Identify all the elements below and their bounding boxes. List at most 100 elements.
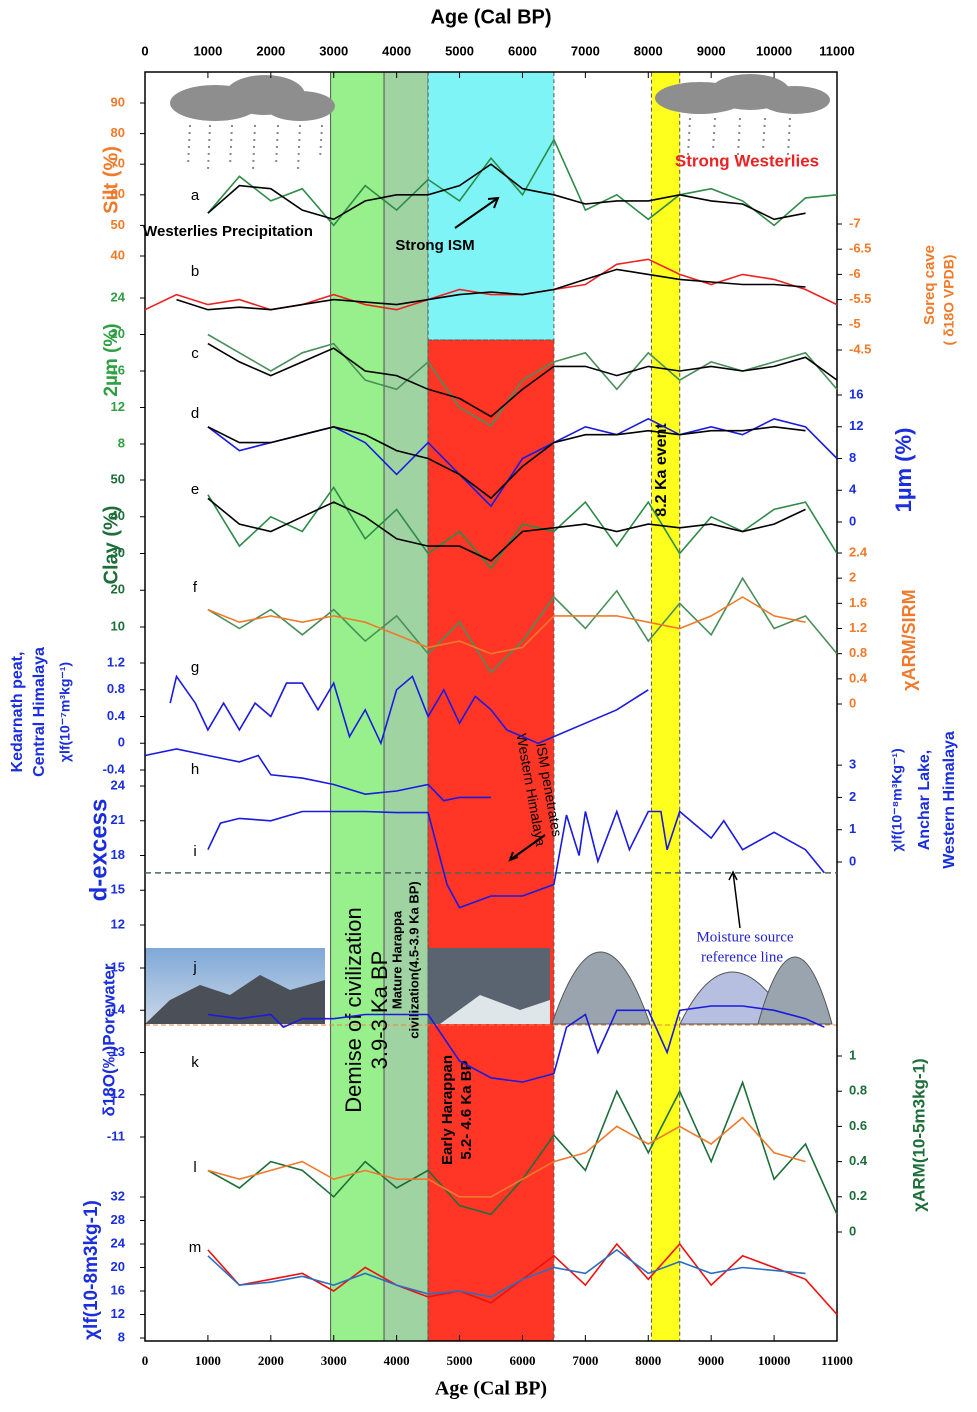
y-tick-label: -13 xyxy=(106,1044,125,1059)
series-line xyxy=(207,1116,806,1198)
y-axis-title: χARM(10-5m3kg-1) xyxy=(909,1058,928,1211)
y-tick-label: 1 xyxy=(849,1047,856,1062)
x-tick-label-top: 11000 xyxy=(819,43,854,58)
band-label: 5.2- 4.6 Ka BP xyxy=(458,1060,475,1159)
rain xyxy=(187,117,791,171)
y-tick-label: 3 xyxy=(849,757,856,772)
y-tick-label: 2.4 xyxy=(849,544,868,559)
panel-letter: g xyxy=(191,659,199,676)
y-tick-label: 18 xyxy=(111,847,125,862)
series-line xyxy=(207,809,826,909)
y-tick-label: 4 xyxy=(849,482,857,497)
y-tick-label: 24 xyxy=(111,777,126,792)
panel-letter: j xyxy=(192,959,196,976)
x-tick-label: 0 xyxy=(142,1353,149,1368)
y-tick-label: 40 xyxy=(111,508,125,523)
panel-letter: i xyxy=(193,843,196,860)
x-tick-label-top: 2000 xyxy=(256,43,285,58)
y-tick-label: 1 xyxy=(849,821,856,836)
x-tick-label-top: 8000 xyxy=(634,43,663,58)
x-tick-label: 2000 xyxy=(258,1353,284,1368)
y-tick-label: 2 xyxy=(849,789,856,804)
x-tick-label: 6000 xyxy=(509,1353,535,1368)
annotation: Strong ISM xyxy=(395,237,474,254)
y-tick-label: 0.8 xyxy=(849,1083,867,1098)
y-tick-label: 0.6 xyxy=(849,1118,867,1133)
y-tick-label: 0.4 xyxy=(107,708,126,723)
y-tick-label: -7 xyxy=(849,215,861,230)
y-tick-label: 16 xyxy=(111,1282,125,1297)
y-axis-title: Anchar Lake, xyxy=(916,750,933,850)
x-tick-label-top: 10000 xyxy=(756,43,792,58)
y-tick-label: 0 xyxy=(849,1223,856,1238)
series-line xyxy=(207,1248,806,1298)
y-tick-label: 12 xyxy=(111,399,125,414)
y-tick-label: 80 xyxy=(111,125,125,140)
y-axis-title: Clay (%) xyxy=(100,506,122,585)
y-tick-label: 50 xyxy=(111,471,125,486)
y-axis-title: χlf(10⁻⁷m³kg⁻¹) xyxy=(57,662,73,762)
y-axis-title: 2µm (%) xyxy=(101,323,122,396)
x-tick-label-top: 1000 xyxy=(193,43,222,58)
panel-letter: a xyxy=(191,187,200,204)
series-line xyxy=(207,1005,825,1083)
y-axis-title: Western Himalaya xyxy=(941,731,958,869)
x-tick-label-top: 7000 xyxy=(571,43,600,58)
x-tick-label: 10000 xyxy=(758,1353,791,1368)
y-tick-label: 20 xyxy=(111,582,125,597)
y-tick-label: -0.4 xyxy=(103,761,126,776)
x-tick-label-top: 9000 xyxy=(697,43,726,58)
panel-letter: f xyxy=(193,579,198,596)
y-tick-label: 0.2 xyxy=(849,1188,867,1203)
y-tick-label: -12 xyxy=(106,1086,125,1101)
y-tick-label: 0 xyxy=(118,735,125,750)
y-axis-title: 1µm (%) xyxy=(891,428,916,513)
y-tick-label: 15 xyxy=(111,882,125,897)
series-line xyxy=(169,674,649,746)
x-axis-title: Age (Cal BP) xyxy=(435,1378,547,1400)
y-tick-label: 32 xyxy=(111,1188,125,1203)
y-tick-label: 60 xyxy=(111,186,125,201)
band-label: civilization(4.5-3.9 Ka BP) xyxy=(406,881,421,1039)
panel-letter: l xyxy=(193,1159,196,1176)
y-tick-label: -5.5 xyxy=(849,291,871,306)
band-label: Mature Harappa xyxy=(389,910,404,1009)
y-tick-label: 24 xyxy=(111,289,126,304)
highlight-band xyxy=(383,71,429,1342)
y-tick-label: 0 xyxy=(849,513,856,528)
x-tick-label: 8000 xyxy=(635,1353,661,1368)
x-tick-label-top: 4000 xyxy=(382,43,411,58)
y-axis-title: χlf(10⁻⁸m³Kg⁻¹) xyxy=(889,748,905,851)
x-tick-label: 11000 xyxy=(821,1353,853,1368)
x-tick-label: 7000 xyxy=(572,1353,598,1368)
series-line xyxy=(207,342,838,418)
y-tick-label: -11 xyxy=(107,1128,125,1143)
y-tick-label: 1.2 xyxy=(849,620,867,635)
annotation: reference line xyxy=(701,949,783,965)
arrow xyxy=(728,870,741,929)
y-tick-label: 12 xyxy=(111,916,125,931)
y-tick-label: 1.2 xyxy=(107,654,125,669)
panel-letter: c xyxy=(191,345,199,362)
x-tick-label-top: 3000 xyxy=(319,43,348,58)
arrow xyxy=(454,196,500,229)
cloud-icon xyxy=(170,74,830,121)
y-tick-label: 0 xyxy=(849,695,856,710)
y-axis-title: χlf(10-8m3kg-1) xyxy=(81,1200,102,1340)
x-tick-label-top: 5000 xyxy=(445,43,474,58)
y-tick-label: -6.5 xyxy=(849,241,871,256)
y-axis-title: Kedarnath peat, xyxy=(9,652,26,773)
panel-letter: h xyxy=(191,761,199,778)
series-line xyxy=(207,596,806,655)
y-tick-label: -14 xyxy=(106,1002,126,1017)
y-axis-title: Central Himalaya xyxy=(31,647,48,777)
series-line xyxy=(207,576,838,674)
series-line xyxy=(144,258,838,311)
y-axis-title: Soreq cave xyxy=(921,245,938,325)
y-axis-title: ( δ18O VPDB) xyxy=(941,255,957,346)
x-tick-label: 4000 xyxy=(384,1353,410,1368)
band-label: 8.2 Ka event xyxy=(653,423,670,517)
y-tick-label: 12 xyxy=(111,1306,125,1321)
band-label: 3.9-3 Ka BP xyxy=(367,951,392,1070)
